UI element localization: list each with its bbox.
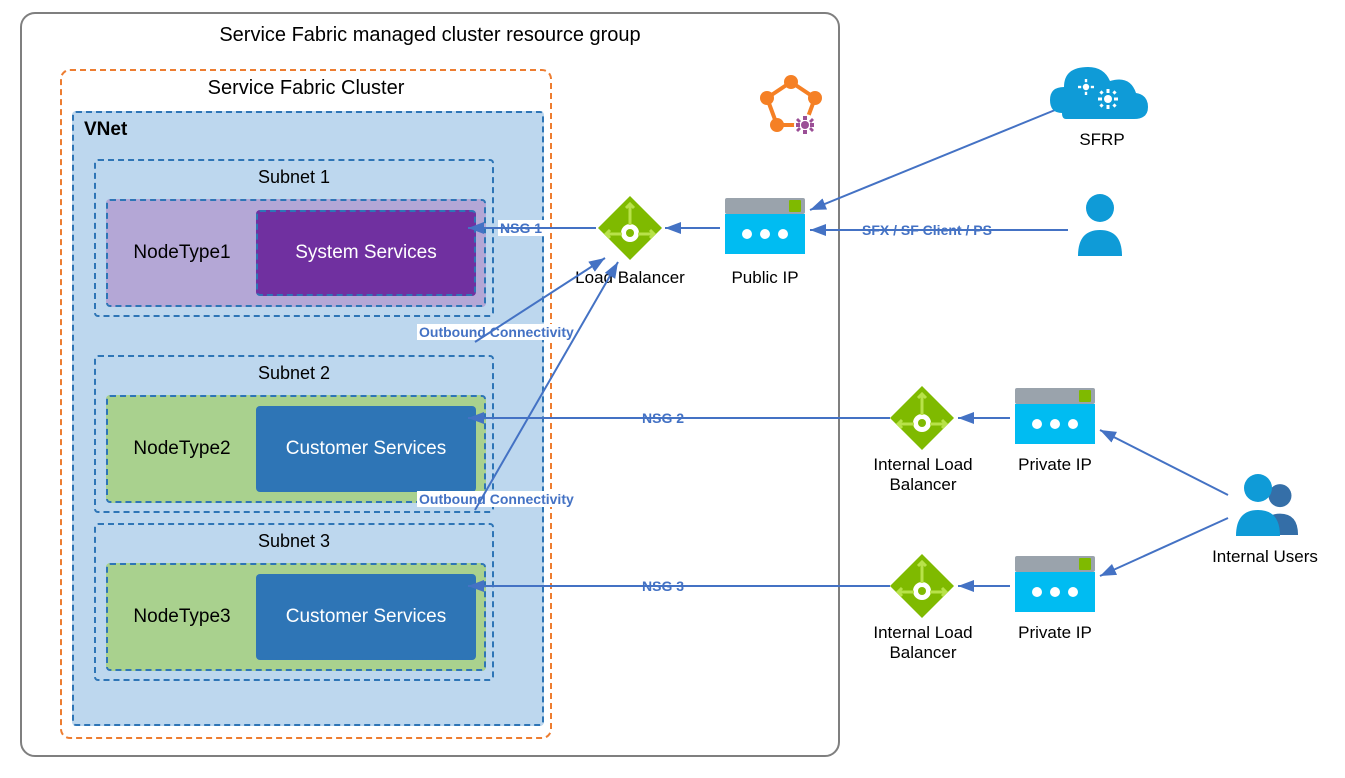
load-balancer-label: Load Balancer <box>570 268 690 288</box>
cluster-title: Service Fabric Cluster <box>62 77 550 100</box>
sfx-edge-label: SFX / SF Client / PS <box>860 222 994 238</box>
ilb1-label: Internal Load Balancer <box>868 455 978 495</box>
resource-group-title: Service Fabric managed cluster resource … <box>22 24 838 47</box>
vnet-box: VNet Subnet 1 NodeType1 System Services … <box>72 111 544 726</box>
customer-services-box-3: Customer Services <box>256 574 476 660</box>
nodetype3-box: NodeType3 Customer Services <box>106 563 486 671</box>
sfrp-label: SFRP <box>1062 130 1142 150</box>
ilb2-label: Internal Load Balancer <box>868 623 978 663</box>
cluster-box: Service Fabric Cluster VNet Subnet 1 Nod… <box>60 69 552 739</box>
public-ip-label: Public IP <box>720 268 810 288</box>
resource-group-box: Service Fabric managed cluster resource … <box>20 12 840 757</box>
nodetype1-label: NodeType1 <box>108 242 256 264</box>
nodetype3-label: NodeType3 <box>108 606 256 628</box>
outbound1-edge-label: Outbound Connectivity <box>417 324 576 340</box>
subnet1-title: Subnet 1 <box>96 167 492 188</box>
service-fabric-logo-icon <box>755 70 827 147</box>
nodetype2-label: NodeType2 <box>108 438 256 460</box>
nsg3-edge-label: NSG 3 <box>640 578 686 594</box>
internal-users-label: Internal Users <box>1205 547 1325 567</box>
subnet1-box: Subnet 1 NodeType1 System Services <box>94 159 494 317</box>
private-ip1-label: Private IP <box>1010 455 1100 475</box>
subnet2-title: Subnet 2 <box>96 363 492 384</box>
subnet2-box: Subnet 2 NodeType2 Customer Services <box>94 355 494 513</box>
private-ip2-label: Private IP <box>1010 623 1100 643</box>
nodetype1-box: NodeType1 System Services <box>106 199 486 307</box>
nsg1-edge-label: NSG 1 <box>498 220 544 236</box>
nodetype2-box: NodeType2 Customer Services <box>106 395 486 503</box>
system-services-box: System Services <box>256 210 476 296</box>
customer-services-box-2: Customer Services <box>256 406 476 492</box>
outbound2-edge-label: Outbound Connectivity <box>417 491 576 507</box>
subnet3-box: Subnet 3 NodeType3 Customer Services <box>94 523 494 681</box>
nsg2-edge-label: NSG 2 <box>640 410 686 426</box>
vnet-title: VNet <box>84 119 127 141</box>
subnet3-title: Subnet 3 <box>96 531 492 552</box>
